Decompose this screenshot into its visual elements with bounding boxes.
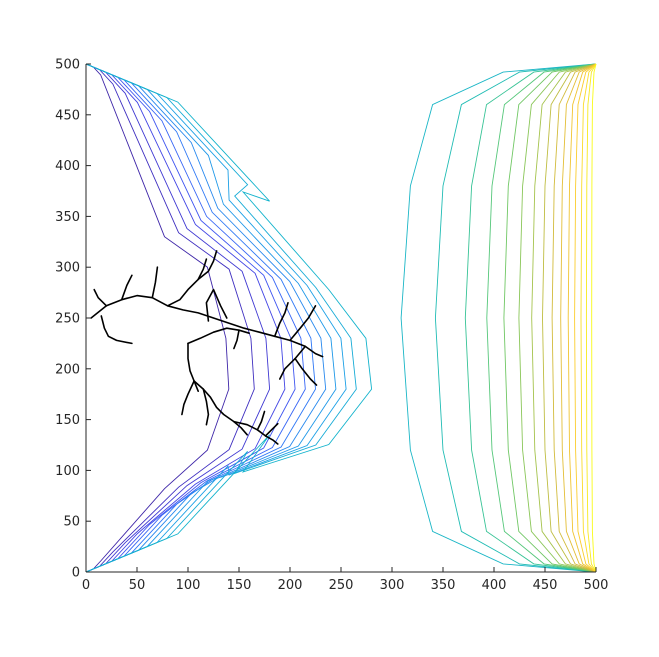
x-tick-label: 300 — [380, 578, 405, 593]
cluster-branch — [120, 274, 133, 301]
x-tick-label: 350 — [431, 578, 456, 593]
left-contour-line — [85, 63, 230, 573]
cluster-branch — [289, 304, 317, 342]
x-tick-label: 0 — [82, 578, 90, 593]
cluster-branch — [205, 288, 228, 322]
right-contour-line — [503, 63, 597, 573]
y-tick-label: 150 — [55, 413, 80, 428]
cluster-branch — [187, 342, 199, 393]
cluster-branch — [151, 266, 159, 299]
right-contour-line — [531, 63, 597, 573]
cluster-branch — [273, 301, 289, 338]
y-tick-label: 300 — [55, 261, 80, 276]
cluster-branch — [181, 380, 195, 416]
y-tick-label: 500 — [55, 58, 80, 73]
left-contour-line — [85, 63, 373, 573]
x-tick-label: 500 — [584, 578, 609, 593]
cluster-branch — [294, 357, 318, 386]
cluster-branch — [233, 329, 240, 350]
y-tick-label: 200 — [55, 362, 80, 377]
cluster-branch — [278, 345, 307, 380]
x-tick-label: 400 — [482, 578, 507, 593]
x-axis-ticks: 0 50 100 150 200 250 300 350 400 450 500 — [82, 567, 609, 593]
right-contour-line — [434, 63, 597, 573]
right-contour-line — [574, 63, 597, 573]
cluster-branch — [90, 294, 324, 358]
x-tick-label: 200 — [278, 578, 303, 593]
dla-cluster — [90, 250, 324, 445]
right-contour-line — [591, 63, 597, 573]
cluster-branch — [187, 327, 250, 345]
y-tick-label: 250 — [55, 312, 80, 327]
y-tick-label: 400 — [55, 159, 80, 174]
cluster-branch — [233, 420, 279, 445]
right-contour-line — [486, 63, 597, 573]
left-contour-line — [85, 63, 327, 573]
right-contour-line — [551, 63, 597, 573]
cluster-branch — [193, 380, 248, 436]
left-contour-line — [85, 63, 337, 573]
right-contour-line — [542, 63, 597, 573]
right-contour-line — [518, 63, 597, 573]
left-contour-group — [85, 63, 373, 573]
y-tick-label: 350 — [55, 210, 80, 225]
cluster-branch — [264, 422, 279, 437]
right-contour-group — [400, 63, 597, 573]
cluster-branch — [197, 258, 208, 281]
y-tick-label: 100 — [55, 464, 80, 479]
x-tick-label: 100 — [176, 578, 201, 593]
left-contour-line — [85, 63, 347, 573]
right-contour-line — [560, 63, 597, 573]
left-contour-line — [85, 63, 306, 573]
left-contour-line — [85, 63, 286, 573]
cluster-branch — [256, 410, 266, 431]
x-tick-label: 250 — [329, 578, 354, 593]
y-tick-label: 0 — [72, 566, 80, 581]
left-contour-line — [85, 63, 271, 573]
cluster-branch — [100, 315, 133, 345]
left-contour-line — [85, 63, 316, 573]
x-tick-label: 450 — [533, 578, 558, 593]
left-contour-line — [85, 63, 357, 573]
right-contour-line — [585, 63, 597, 573]
x-tick-label: 150 — [227, 578, 252, 593]
y-axis-ticks: 0 50 100 150 200 250 300 350 400 450 500 — [55, 58, 91, 581]
right-contour-line — [567, 63, 597, 573]
right-contour-line — [400, 63, 597, 573]
right-contour-line — [464, 63, 597, 573]
y-tick-label: 50 — [63, 515, 80, 530]
x-tick-label: 50 — [129, 578, 146, 593]
left-contour-line — [85, 63, 255, 573]
cluster-branch — [202, 388, 210, 426]
right-contour-line — [580, 63, 597, 573]
y-tick-label: 450 — [55, 108, 80, 123]
cluster-branch — [93, 288, 108, 307]
left-contour-line — [85, 63, 296, 573]
